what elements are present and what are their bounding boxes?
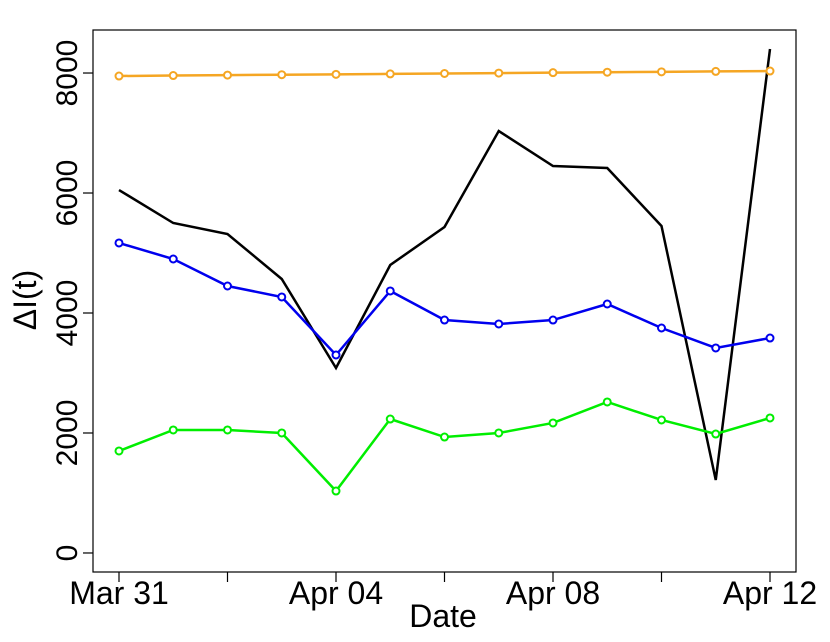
point — [331, 486, 341, 496]
point — [548, 315, 558, 325]
point — [494, 68, 504, 78]
y-tick-label: 6000 — [51, 160, 84, 227]
point — [440, 432, 449, 442]
point — [385, 286, 395, 296]
line — [118, 241, 771, 357]
point — [223, 425, 232, 435]
y-tick-label: 2000 — [51, 400, 84, 467]
point — [168, 71, 178, 81]
point — [494, 428, 504, 438]
point — [331, 69, 341, 79]
y-tick-label: 0 — [51, 545, 84, 562]
point — [277, 70, 287, 80]
point — [657, 323, 666, 333]
point — [711, 66, 721, 76]
x-tick-label: Apr 12 — [723, 575, 817, 611]
point — [440, 68, 449, 78]
point — [711, 343, 721, 353]
point — [440, 315, 449, 325]
x-tick-label: Apr 04 — [289, 575, 383, 611]
x-axis-label: Date — [409, 598, 477, 634]
y-tick-label: 8000 — [51, 40, 84, 107]
point — [657, 67, 666, 77]
x-tick-label: Mar 31 — [69, 575, 169, 611]
point — [548, 418, 558, 428]
y-tick-label: 4000 — [51, 280, 84, 347]
point — [494, 319, 504, 329]
point — [765, 413, 775, 423]
line — [118, 400, 771, 493]
point — [765, 333, 775, 343]
point — [602, 397, 612, 407]
point — [168, 425, 178, 435]
x-tick-label: Apr 08 — [506, 575, 600, 611]
point — [602, 67, 612, 77]
point — [385, 69, 395, 79]
point — [114, 71, 124, 81]
point — [114, 238, 124, 248]
point — [277, 292, 287, 302]
point — [114, 446, 124, 456]
y-axis-label: ΔI(t) — [7, 270, 43, 330]
point — [331, 350, 341, 360]
point — [277, 428, 287, 438]
point — [548, 68, 558, 78]
point — [711, 429, 721, 439]
point — [385, 414, 395, 424]
point — [168, 254, 178, 264]
point — [223, 70, 232, 80]
point — [223, 281, 232, 291]
point — [602, 299, 612, 309]
plot-frame — [92, 29, 797, 573]
point — [657, 415, 666, 425]
line — [118, 48, 772, 481]
point — [765, 66, 775, 76]
